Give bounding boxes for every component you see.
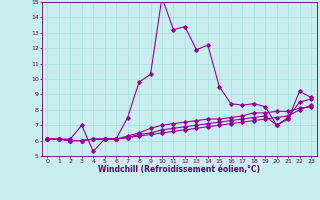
X-axis label: Windchill (Refroidissement éolien,°C): Windchill (Refroidissement éolien,°C) bbox=[98, 165, 260, 174]
